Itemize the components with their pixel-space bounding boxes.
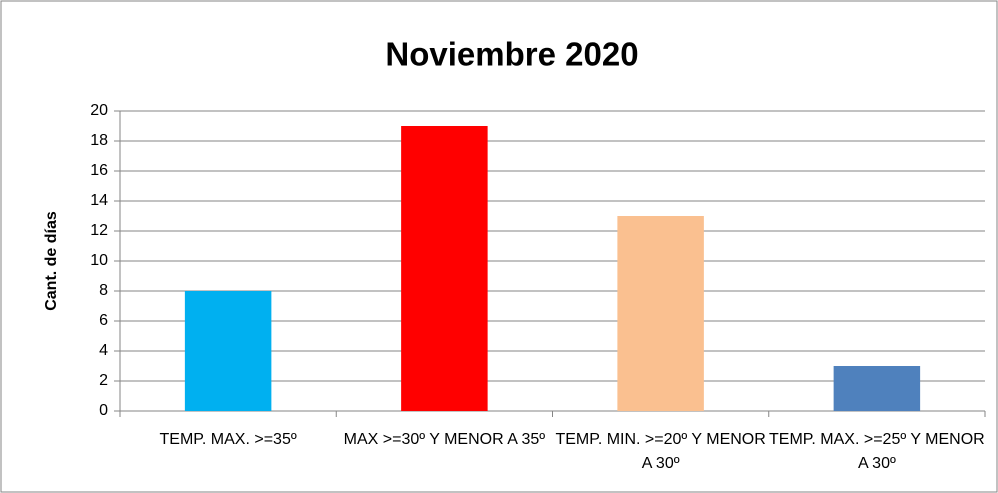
x-tick-label: TEMP. MAX. >=25º Y MENOR A 30º xyxy=(769,431,985,472)
y-tick-label: 14 xyxy=(90,192,108,209)
y-axis-label: Cant. de días xyxy=(43,211,60,311)
x-tick-label: TEMP. MIN. >=20º Y MENOR A 30º xyxy=(555,431,766,472)
x-tick-label: TEMP. MAX. >=35º xyxy=(159,431,297,448)
y-tick-label: 20 xyxy=(90,102,108,119)
y-tick-label: 2 xyxy=(99,372,108,389)
chart-title: Noviembre 2020 xyxy=(385,36,638,73)
x-tick-label: MAX >=30º Y MENOR A 35º xyxy=(343,431,546,448)
y-tick-label: 10 xyxy=(90,252,108,269)
bar xyxy=(833,366,921,411)
bar xyxy=(617,216,704,411)
bar xyxy=(184,291,272,411)
bar xyxy=(401,126,488,411)
y-tick-label: 18 xyxy=(90,132,108,149)
y-tick-label: 6 xyxy=(99,312,108,329)
y-tick-label: 16 xyxy=(90,162,108,179)
y-tick-label: 8 xyxy=(99,282,108,299)
y-tick-label: 12 xyxy=(90,222,108,239)
y-tick-label: 0 xyxy=(99,402,108,419)
y-tick-label: 4 xyxy=(99,342,108,359)
